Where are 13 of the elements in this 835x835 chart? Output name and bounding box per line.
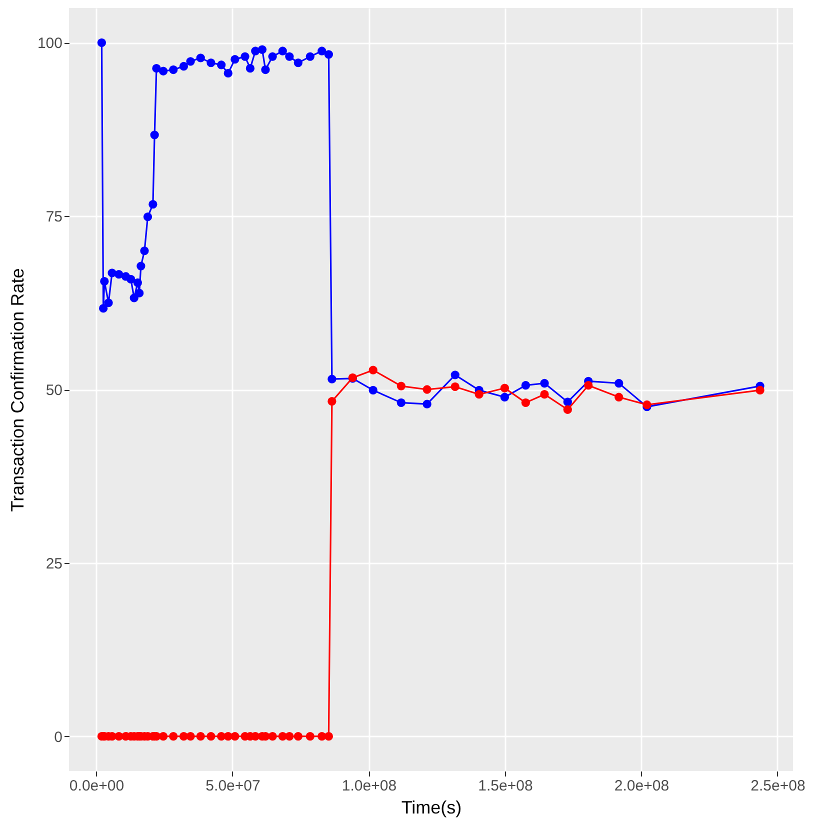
y-tick-label: 0	[54, 728, 62, 746]
x-tick-label: 5.0e+07	[206, 778, 260, 794]
x-tick-label: 2.5e+08	[750, 778, 806, 794]
y-tick-label: 25	[46, 555, 62, 572]
x-axis-title: Time(s)	[401, 798, 462, 818]
y-tick-label: 75	[46, 208, 62, 226]
x-tick-label: 1.0e+08	[342, 778, 397, 794]
x-tick-label: 1.5e+08	[478, 778, 533, 794]
y-tick-label: 100	[37, 35, 62, 52]
x-tick-label: 0.0e+00	[69, 778, 124, 794]
y-axis-title: Transaction Confirmation Rate	[7, 268, 28, 512]
x-tick-label: 2.0e+08	[614, 778, 670, 794]
y-tick-label: 50	[46, 382, 62, 399]
